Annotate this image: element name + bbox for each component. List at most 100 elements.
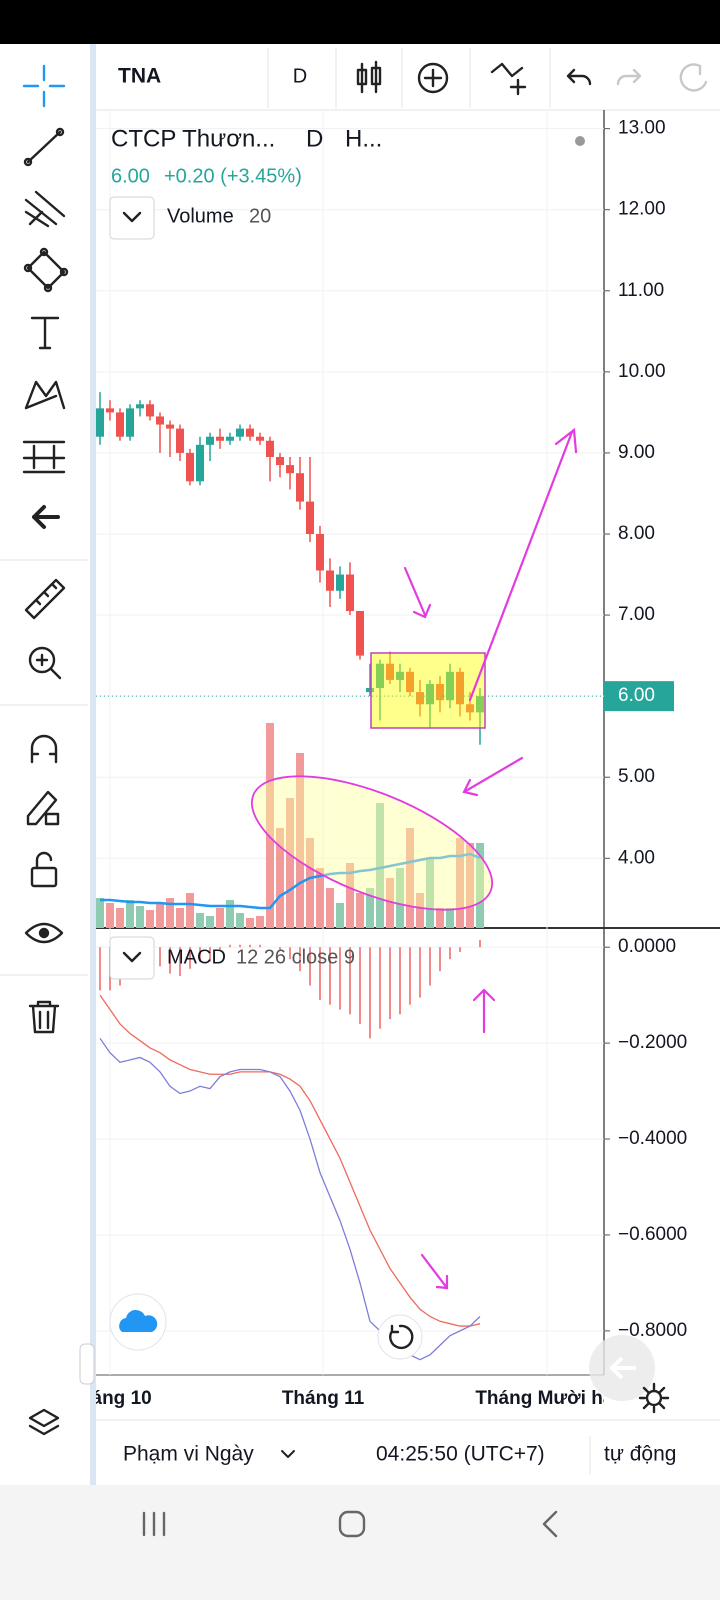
collapse-button[interactable] [109, 196, 155, 240]
macd-histogram-bar [399, 947, 401, 1015]
pitchfork-tool[interactable] [24, 190, 66, 228]
macd-histogram-bar [309, 947, 311, 986]
macd-histogram-bar [219, 947, 221, 950]
compare-button[interactable] [490, 62, 527, 96]
toolbar-handle[interactable] [79, 1343, 95, 1385]
nav-home[interactable] [338, 1510, 366, 1538]
clock[interactable]: 04:25:50 (UTC+7) [376, 1443, 545, 1466]
macd-histogram-bar [279, 947, 281, 950]
reset-button[interactable] [377, 1314, 423, 1360]
chevron [122, 211, 142, 223]
user-drawings [250, 427, 578, 1290]
macd-histogram-bar [459, 947, 461, 952]
volume-bar [146, 910, 154, 928]
y-tick-label: 4.00 [618, 847, 655, 868]
magnet-tool[interactable] [30, 734, 58, 764]
candle-body [116, 412, 124, 437]
y-tick-label: 12.00 [618, 199, 666, 220]
volume-bar [476, 843, 484, 928]
macd-histogram-bar [359, 947, 361, 1024]
interval[interactable]: D [293, 65, 307, 87]
candle-body [296, 473, 304, 502]
volume-bar [436, 908, 444, 928]
text-tool[interactable] [30, 316, 60, 350]
undo-button[interactable] [566, 68, 592, 86]
candle-body [366, 688, 374, 693]
volume-bar [396, 868, 404, 928]
volume-bar [336, 903, 344, 928]
candle-body [466, 704, 474, 713]
candle-body [126, 408, 134, 437]
ruler-tool[interactable] [24, 578, 66, 620]
macd-histogram-bar [299, 947, 301, 972]
candle-body [396, 671, 404, 680]
macd-histogram-bar [259, 944, 261, 948]
volume-length: 20 [249, 205, 271, 227]
scale-mode[interactable]: tự động [604, 1443, 676, 1466]
macd-histogram-bar [419, 947, 421, 998]
prediction-tool[interactable] [22, 440, 66, 474]
settings-button[interactable] [638, 1382, 670, 1414]
macd-histogram-bar [449, 947, 451, 960]
legend-price: 6.00 [111, 165, 150, 187]
lock-draw-tool[interactable] [26, 790, 60, 826]
macd-params: 12 26 close 9 [236, 946, 355, 968]
y-tick-label: 7.00 [618, 604, 655, 625]
nav-back[interactable] [542, 1510, 558, 1538]
macd-histogram-bar [429, 947, 431, 986]
macd-histogram-bar [199, 947, 201, 962]
drawing-toolbar [0, 44, 96, 1485]
candle-body [226, 436, 234, 441]
volume-bar [386, 878, 394, 928]
reload-button[interactable] [679, 63, 708, 92]
symbol[interactable]: TNA [118, 65, 161, 88]
pattern-tool[interactable] [24, 380, 66, 410]
candle-body [206, 436, 214, 445]
volume-bar [186, 893, 194, 928]
macd-histogram-bar [379, 947, 381, 1029]
candle-body [106, 408, 114, 413]
macd-line [99, 1037, 481, 1361]
layers-button[interactable] [28, 1408, 60, 1436]
redo-button [616, 68, 642, 86]
macd-histogram-bar [189, 947, 191, 969]
macd-histogram-bar [249, 944, 251, 948]
macd-collapse-button[interactable] [109, 936, 155, 980]
navigation-bar [0, 1485, 720, 1600]
chart-type-button[interactable] [356, 60, 382, 94]
indicators-button[interactable] [417, 62, 449, 94]
lock-tool[interactable] [30, 851, 58, 888]
macd-histogram-bar [319, 947, 321, 1000]
y-tick-label: 10.00 [618, 361, 666, 382]
candle-body [186, 452, 194, 482]
macd-histogram-bar [229, 944, 231, 948]
crosshair-tool[interactable] [22, 64, 66, 108]
macd-histogram-bar [159, 947, 161, 967]
date-range[interactable]: Phạm vi Ngày [123, 1443, 254, 1466]
volume-bar [106, 903, 114, 928]
volume-bar [216, 908, 224, 928]
back-arrow[interactable] [32, 505, 60, 529]
scroll-icon [609, 1356, 636, 1380]
visibility-tool[interactable] [24, 922, 64, 944]
volume-bar [426, 858, 434, 928]
zoom-tool[interactable] [28, 646, 62, 680]
chevron [281, 1450, 295, 1458]
shape-tool[interactable] [23, 247, 69, 293]
candle-body [196, 444, 204, 482]
volume-bar [136, 906, 144, 928]
macd-histogram-bar [289, 947, 291, 960]
nav-recent[interactable] [142, 1511, 166, 1537]
volume-bar [306, 838, 314, 928]
macd-histogram-bar [349, 947, 351, 1015]
candle-body [446, 671, 454, 701]
candle-body [386, 663, 394, 680]
macd-histogram-bar [169, 947, 171, 974]
y-tick-label: 11.00 [618, 280, 664, 301]
delete-tool[interactable] [28, 1000, 60, 1034]
volume-bar [266, 723, 274, 928]
trend-line-tool[interactable] [23, 127, 65, 167]
candle-body [346, 574, 354, 612]
legend: CTCP Thươn... D H... 6.00 +0.20 (+3.45%)… [109, 125, 585, 980]
